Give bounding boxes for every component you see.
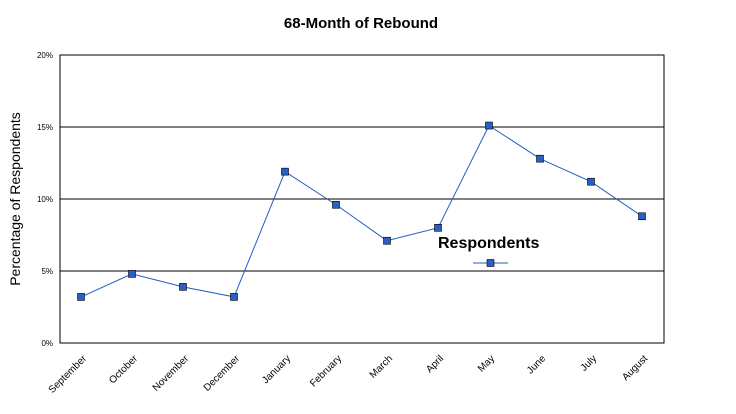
data-point bbox=[281, 167, 289, 176]
x-tick-label: April bbox=[424, 353, 446, 375]
y-tick-label: 0% bbox=[41, 339, 53, 348]
data-point bbox=[638, 212, 646, 221]
legend-marker bbox=[486, 259, 495, 267]
x-tick-label: February bbox=[308, 353, 344, 389]
data-point bbox=[587, 177, 595, 186]
x-tick-label: July bbox=[579, 353, 599, 373]
y-tick-label: 5% bbox=[41, 267, 53, 276]
data-point bbox=[230, 293, 238, 301]
data-point bbox=[179, 283, 187, 291]
y-tick-label: 20% bbox=[37, 51, 53, 60]
y-tick-label: 10% bbox=[37, 195, 53, 204]
data-point bbox=[485, 121, 493, 130]
data-point bbox=[383, 236, 391, 245]
x-tick-label: January bbox=[260, 353, 293, 386]
x-tick-label: June bbox=[525, 353, 548, 376]
x-tick-label: August bbox=[620, 353, 650, 383]
series-respondents bbox=[77, 121, 646, 301]
data-point bbox=[434, 224, 442, 232]
y-tick-label: 15% bbox=[37, 123, 53, 132]
gridlines bbox=[60, 126, 664, 272]
data-point bbox=[332, 200, 340, 209]
data-point bbox=[536, 154, 544, 163]
data-point bbox=[77, 293, 85, 301]
y-axis-label: Percentage of Respondents bbox=[7, 112, 23, 286]
x-tick-label: March bbox=[368, 353, 395, 380]
x-tick-label: October bbox=[107, 353, 140, 386]
x-tick-label: September bbox=[47, 353, 90, 396]
x-axis-ticks: September October November December January F… bbox=[47, 353, 651, 396]
legend: Respondents bbox=[438, 235, 539, 267]
chart-title: 68-Month of Rebound bbox=[284, 15, 438, 32]
y-axis-ticks: 0% 5% 10% 15% 20% bbox=[37, 51, 53, 348]
x-tick-label: December bbox=[202, 353, 243, 394]
x-tick-label: May bbox=[476, 353, 497, 374]
legend-label-respondents: Respondents bbox=[438, 235, 539, 252]
x-tick-label: November bbox=[151, 353, 192, 394]
series-line bbox=[80, 124, 643, 298]
data-point bbox=[128, 270, 136, 278]
